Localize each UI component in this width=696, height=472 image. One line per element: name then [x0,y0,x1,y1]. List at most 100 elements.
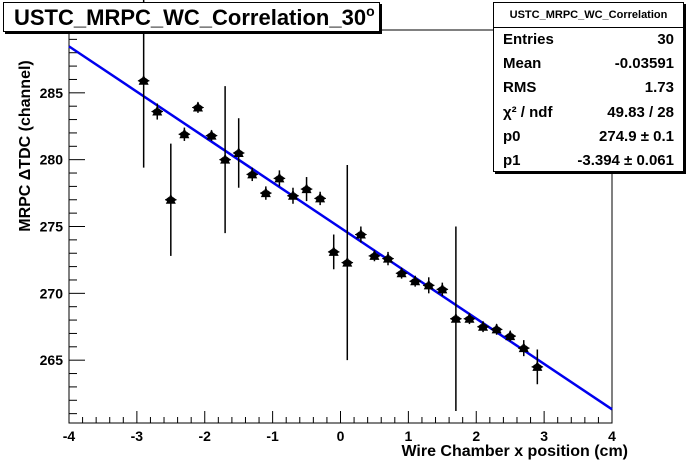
point-marker [328,245,339,256]
data-point [232,118,245,188]
histogram-title: USTC_MRPC_WC_Correlation_30o [3,2,380,32]
point-marker [505,330,516,341]
stats-value: 274.9 ± 0.1 [599,127,674,145]
point-marker [532,360,543,371]
x-tick-label: 4 [608,428,616,444]
point-marker [518,342,529,353]
point-marker [355,228,366,239]
y-axis: 265 270 275 280 285 [40,38,85,415]
stats-row-p1: p1 -3.394 ± 0.061 [494,149,683,173]
point-marker [464,312,475,323]
stats-row-mean: Mean -0.03591 [494,52,683,76]
data-point [273,170,286,187]
x-tick-label: 1 [404,428,412,444]
data-point [341,165,354,361]
point-marker [179,128,190,139]
stats-label: p0 [503,127,521,145]
point-marker [192,101,203,112]
data-point [517,340,530,357]
stats-label: RMS [503,79,537,97]
point-marker [410,275,421,286]
x-tick-label: -2 [199,428,212,444]
data-point [192,101,204,113]
x-tick-label: -3 [131,428,144,444]
point-marker [369,249,380,260]
stats-value: 30 [657,31,674,48]
title-text: USTC_MRPC_WC_Correlation_30 [14,5,367,30]
y-tick-label: 280 [40,152,64,168]
point-marker [396,267,407,278]
data-point [165,143,177,256]
point-marker [247,168,258,179]
point-marker [287,189,298,200]
data-point [205,129,218,141]
data-point [355,226,367,243]
point-marker [478,320,489,331]
point-marker [450,312,461,323]
point-marker [206,129,217,140]
stats-value: -3.394 ± 0.061 [577,151,674,169]
x-tick-label: -4 [63,428,76,444]
point-marker [342,256,353,267]
point-marker [138,74,149,85]
x-tick-label: 2 [472,428,480,444]
stats-label: Mean [503,55,542,73]
stats-row-chi2: χ² / ndf 49.83 / 28 [494,101,683,125]
y-tick-label: 285 [40,85,64,101]
data-point [409,275,421,287]
point-marker [165,193,176,204]
data-point [246,167,259,182]
data-point [422,277,435,294]
stats-row-p0: p0 274.9 ± 0.1 [494,125,683,149]
stats-title: USTC_MRPC_WC_Correlation [494,3,683,28]
y-tick-label: 265 [40,352,64,368]
x-tick-label: 0 [337,428,345,444]
data-point [314,191,326,206]
point-marker [260,187,271,198]
stats-row-rms: RMS 1.73 [494,76,683,100]
point-marker [437,283,448,294]
title-degree: o [366,3,375,19]
y-tick-label: 275 [40,219,64,235]
stats-value: 49.83 / 28 [607,103,674,121]
stats-value: 1.73 [644,79,674,97]
stats-value: -0.03591 [614,55,674,73]
x-axis: -4 -3 -2 -1 0 1 2 3 4 [63,411,616,444]
data-point [477,320,489,333]
data-point [450,226,462,411]
data-point [463,312,476,325]
data-point [151,103,164,120]
stats-label: p1 [503,151,521,169]
x-tick-label: 3 [540,428,548,444]
x-tick-label: -1 [266,428,279,444]
data-point [382,251,394,266]
data-point [178,127,191,141]
data-point [287,187,299,204]
point-marker [152,105,163,116]
point-marker [274,172,285,183]
point-marker [220,153,231,164]
data-point [490,323,503,335]
stats-label: Entries [503,31,554,48]
point-marker [315,192,326,203]
point-marker [491,323,502,334]
data-point [219,86,231,234]
data-point [436,282,449,297]
data-point [504,330,516,342]
data-point [327,234,340,270]
data-point [531,349,544,385]
point-marker [423,279,434,290]
stats-box: USTC_MRPC_WC_Correlation Entries 30 Mean -… [493,2,684,172]
point-marker [301,183,312,194]
data-point [300,177,313,202]
x-axis-label: Wire Chamber x position (cm) [401,443,628,460]
point-marker [233,146,244,157]
y-tick-label: 270 [40,285,64,301]
point-marker [383,252,394,263]
data-point [260,186,272,200]
data-point [395,267,408,279]
stats-label: χ² / ndf [503,103,553,121]
y-axis-label: MRPC ΔTDC (channel) [17,60,34,232]
stats-row-entries: Entries 30 [494,28,683,52]
